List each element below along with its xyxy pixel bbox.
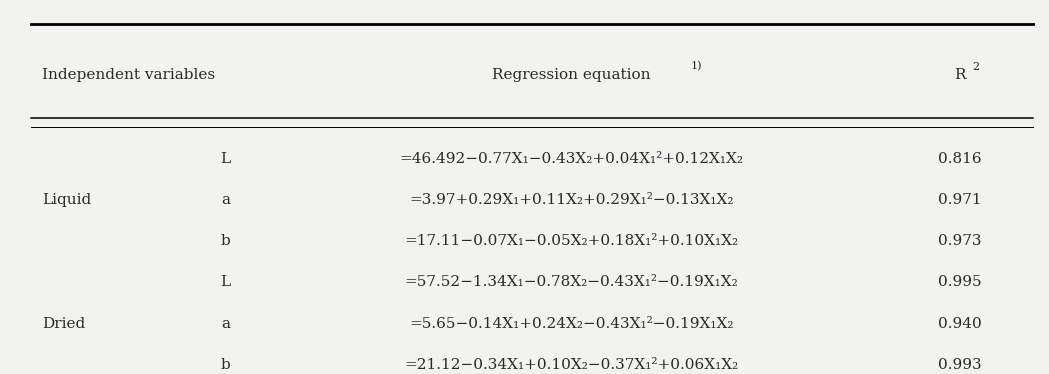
Text: a: a <box>221 193 230 207</box>
Text: b: b <box>220 358 231 372</box>
Text: 0.816: 0.816 <box>938 152 982 166</box>
Text: 1): 1) <box>690 61 702 72</box>
Text: =5.65−0.14X₁+0.24X₂−0.43X₁²−0.19X₁X₂: =5.65−0.14X₁+0.24X₂−0.43X₁²−0.19X₁X₂ <box>409 316 734 331</box>
Text: Dried: Dried <box>42 316 85 331</box>
Text: Regression equation: Regression equation <box>492 68 651 82</box>
Text: Independent variables: Independent variables <box>42 68 215 82</box>
Text: L: L <box>220 275 231 289</box>
Text: a: a <box>221 316 230 331</box>
Text: 0.971: 0.971 <box>938 193 982 207</box>
Text: R: R <box>955 68 965 82</box>
Text: =57.52−1.34X₁−0.78X₂−0.43X₁²−0.19X₁X₂: =57.52−1.34X₁−0.78X₂−0.43X₁²−0.19X₁X₂ <box>405 275 738 289</box>
Text: =17.11−0.07X₁−0.05X₂+0.18X₁²+0.10X₁X₂: =17.11−0.07X₁−0.05X₂+0.18X₁²+0.10X₁X₂ <box>405 234 738 248</box>
Text: Liquid: Liquid <box>42 193 91 207</box>
Text: 0.940: 0.940 <box>938 316 982 331</box>
Text: L: L <box>220 152 231 166</box>
Text: 0.993: 0.993 <box>938 358 982 372</box>
Text: =21.12−0.34X₁+0.10X₂−0.37X₁²+0.06X₁X₂: =21.12−0.34X₁+0.10X₂−0.37X₁²+0.06X₁X₂ <box>405 358 738 372</box>
Text: 0.995: 0.995 <box>938 275 982 289</box>
Text: 0.973: 0.973 <box>938 234 982 248</box>
Text: b: b <box>220 234 231 248</box>
Text: 2: 2 <box>972 62 980 71</box>
Text: =46.492−0.77X₁−0.43X₂+0.04X₁²+0.12X₁X₂: =46.492−0.77X₁−0.43X₂+0.04X₁²+0.12X₁X₂ <box>400 152 744 166</box>
Text: =3.97+0.29X₁+0.11X₂+0.29X₁²−0.13X₁X₂: =3.97+0.29X₁+0.11X₂+0.29X₁²−0.13X₁X₂ <box>409 193 734 207</box>
